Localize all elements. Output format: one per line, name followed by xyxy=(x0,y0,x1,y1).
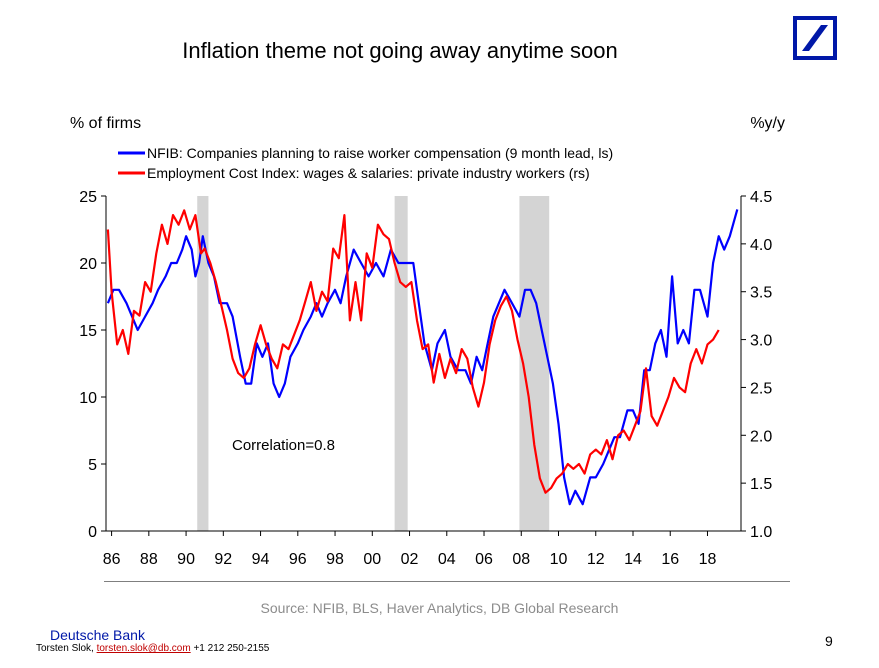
recession-bands xyxy=(197,196,550,531)
brand-name: Deutsche Bank xyxy=(50,627,145,643)
legend-label-nfib: NFIB: Companies planning to raise worker… xyxy=(147,145,613,161)
slide-title: Inflation theme not going away anytime s… xyxy=(182,38,618,63)
left-tick-label: 25 xyxy=(79,189,97,206)
legend: NFIB: Companies planning to raise worker… xyxy=(118,145,613,181)
x-tick-label: 10 xyxy=(550,551,568,568)
x-tick-label: 88 xyxy=(140,551,158,568)
left-tick-label: 5 xyxy=(88,457,97,474)
axis-ticks: 0 5 10 15 20 25 1.0 1.5 2.0 2.5 3.0 3.5 4.0 4.5 86 88 90… xyxy=(79,189,772,568)
x-tick-label: 18 xyxy=(699,551,717,568)
right-tick-label: 2.0 xyxy=(750,428,772,445)
footer-divider xyxy=(104,581,790,582)
left-tick-label: 0 xyxy=(88,524,97,541)
source-note: Source: NFIB, BLS, Haver Analytics, DB G… xyxy=(260,600,619,616)
x-tick-label: 92 xyxy=(214,551,232,568)
page-number: 9 xyxy=(825,633,833,649)
left-tick-label: 15 xyxy=(79,323,97,340)
left-tick-label: 20 xyxy=(79,256,97,273)
deutsche-bank-logo-icon xyxy=(793,16,837,60)
logo-slash-icon xyxy=(802,25,828,51)
right-tick-label: 2.5 xyxy=(750,380,772,397)
recession-band-0 xyxy=(197,196,209,531)
right-tick-label: 3.0 xyxy=(750,333,772,350)
x-tick-label: 06 xyxy=(475,551,493,568)
author-phone: +1 212 250-2155 xyxy=(193,643,270,654)
legend-label-eci: Employment Cost Index: wages & salaries:… xyxy=(147,165,590,181)
x-tick-label: 12 xyxy=(587,551,605,568)
x-tick-label: 86 xyxy=(103,551,121,568)
x-tick-label: 14 xyxy=(624,551,642,568)
right-tick-label: 4.5 xyxy=(750,189,772,206)
left-axis-label: % of firms xyxy=(70,115,141,132)
x-tick-label: 02 xyxy=(401,551,419,568)
x-tick-label: 96 xyxy=(289,551,307,568)
x-tick-label: 04 xyxy=(438,551,456,568)
right-tick-label: 3.5 xyxy=(750,285,772,302)
recession-band-1 xyxy=(394,196,408,531)
x-tick-label: 00 xyxy=(363,551,381,568)
series-line-eci xyxy=(106,209,720,494)
right-tick-label: 1.5 xyxy=(750,476,772,493)
contact-line: Torsten Slok, torsten.slok@db.com +1 212… xyxy=(36,643,269,654)
author-name: Torsten Slok, xyxy=(36,643,94,654)
x-tick-label: 98 xyxy=(326,551,344,568)
x-tick-label: 16 xyxy=(661,551,679,568)
right-tick-label: 1.0 xyxy=(750,524,772,541)
series-lines xyxy=(106,209,739,506)
right-tick-label: 4.0 xyxy=(750,237,772,254)
x-tick-label: 90 xyxy=(177,551,195,568)
correlation-annotation: Correlation=0.8 xyxy=(232,437,335,454)
x-tick-label: 94 xyxy=(252,551,270,568)
author-email-link[interactable]: torsten.slok@db.com xyxy=(96,643,191,654)
right-axis-label: %y/y xyxy=(750,115,785,132)
x-tick-label: 08 xyxy=(512,551,530,568)
left-tick-label: 10 xyxy=(79,390,97,407)
recession-band-2 xyxy=(519,196,550,531)
